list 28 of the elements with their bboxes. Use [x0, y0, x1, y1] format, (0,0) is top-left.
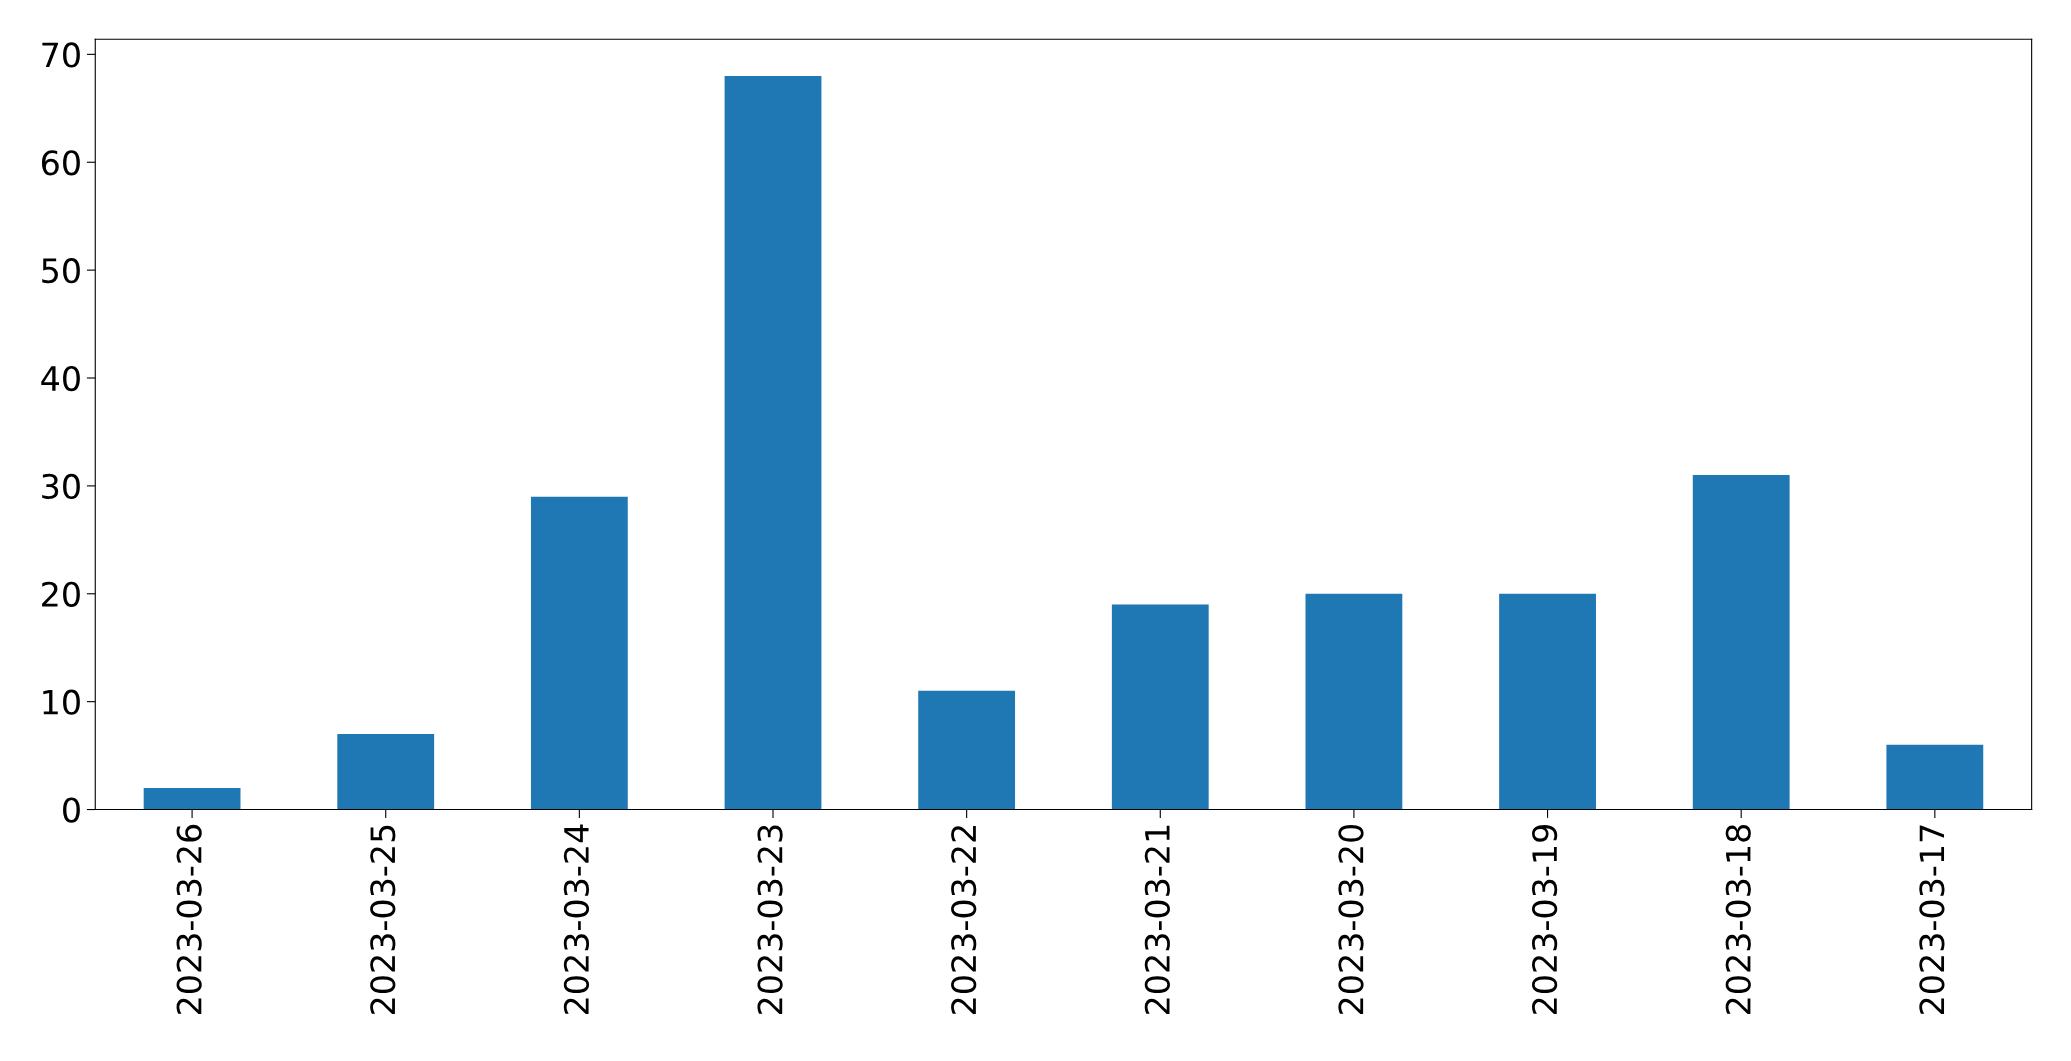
x-tick-label: 2023-03-25: [370, 825, 396, 1015]
bar: [1499, 593, 1596, 810]
y-tick-label: 30: [42, 473, 80, 500]
y-tick-label: 50: [42, 258, 80, 284]
bar: [1692, 475, 1790, 810]
y-tick-label: 60: [41, 150, 80, 176]
x-tick-label: 2023-03-23: [757, 825, 783, 1015]
bar: [918, 690, 1016, 810]
bar: [337, 734, 435, 810]
x-tick-label: 2023-03-24: [563, 824, 590, 1015]
x-tick-label: 2023-03-19: [1532, 825, 1558, 1015]
bar: [724, 75, 822, 810]
x-tick-label: 2023-03-21: [1144, 825, 1170, 1015]
y-tick-label: 70: [42, 42, 80, 68]
x-tick-label: 2023-03-20: [1338, 824, 1364, 1015]
bar: [1305, 593, 1403, 810]
y-tick-label: 40: [41, 365, 80, 392]
x-tick-label: 2023-03-17: [1919, 825, 1945, 1015]
bar: [530, 496, 628, 810]
x-tick-label: 2023-03-26: [176, 824, 202, 1015]
bar: [1111, 604, 1209, 810]
y-tick-label: 10: [43, 689, 80, 715]
y-tick-label: 20: [42, 581, 80, 607]
y-tick-label: 0: [63, 797, 80, 823]
bar: [143, 787, 241, 810]
x-tick-label: 2023-03-22: [951, 826, 977, 1015]
bar: [1886, 744, 1984, 810]
x-tick-label: 2023-03-18: [1725, 825, 1751, 1015]
